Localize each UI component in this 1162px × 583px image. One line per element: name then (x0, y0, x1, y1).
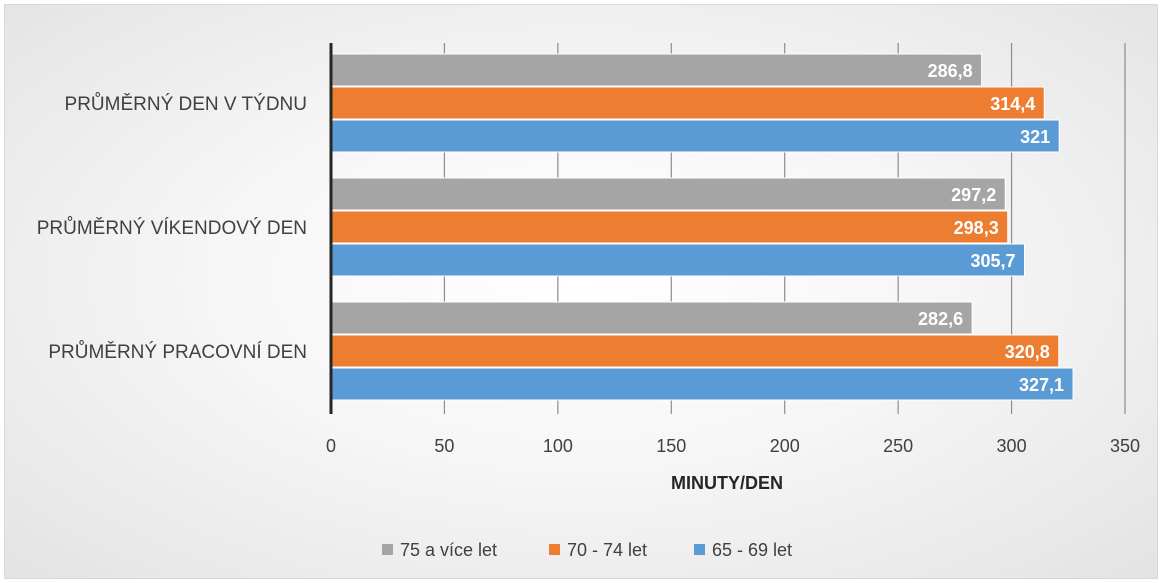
bar (331, 119, 1060, 153)
x-tick-label: 100 (543, 436, 573, 456)
bar (331, 53, 983, 87)
data-label: 314,4 (990, 94, 1035, 114)
legend-entry: 65 - 69 let (712, 540, 792, 560)
data-label: 298,3 (954, 218, 999, 238)
bar (331, 86, 1045, 120)
category-label: PRŮMĚRNÝ VÍKENDOVÝ DEN (37, 217, 307, 239)
legend-swatch (694, 544, 705, 555)
bar (331, 243, 1026, 277)
x-tick-label: 300 (997, 436, 1027, 456)
x-tick-label: 250 (883, 436, 913, 456)
legend: 75 a více let 70 - 74 let 65 - 69 let (382, 540, 792, 560)
bar (331, 367, 1074, 401)
legend-entry: 75 a více let (400, 540, 497, 560)
data-label: 320,8 (1005, 342, 1050, 362)
category-label: PRŮMĚRNÝ PRACOVNÍ DEN (48, 341, 307, 363)
data-label: 282,6 (918, 309, 963, 329)
x-tick-label: 50 (434, 436, 454, 456)
data-label: 297,2 (951, 185, 996, 205)
category-label: PRŮMĚRNÝ DEN V TÝDNU (65, 93, 307, 115)
x-axis-title: MINUTY/DEN (671, 473, 783, 493)
bars: 286,8 314,4 321 297,2 298,3 305,7 282,6 320,8 32… (331, 53, 1074, 401)
x-tick-label: 150 (656, 436, 686, 456)
data-label: 286,8 (928, 61, 973, 81)
data-label: 327,1 (1019, 375, 1064, 395)
bar (331, 334, 1060, 368)
legend-entry: 70 - 74 let (567, 540, 647, 560)
axes: 0 50 100 150 200 250 300 350 PRŮMĚRNÝ DEN V TÝDN… (37, 43, 1140, 456)
bar-chart: 286,8 314,4 321 297,2 298,3 305,7 282,6 320,8 32… (37, 43, 1140, 560)
x-tick-label: 0 (326, 436, 336, 456)
data-label: 305,7 (970, 251, 1015, 271)
bar (331, 301, 973, 335)
chart-area: 286,8 314,4 321 297,2 298,3 305,7 282,6 320,8 32… (4, 4, 1158, 579)
bar (331, 210, 1009, 244)
legend-swatch (549, 544, 560, 555)
bar (331, 177, 1006, 211)
data-label: 321 (1020, 127, 1050, 147)
x-tick-label: 200 (770, 436, 800, 456)
x-tick-label: 350 (1110, 436, 1140, 456)
legend-swatch (382, 544, 393, 555)
